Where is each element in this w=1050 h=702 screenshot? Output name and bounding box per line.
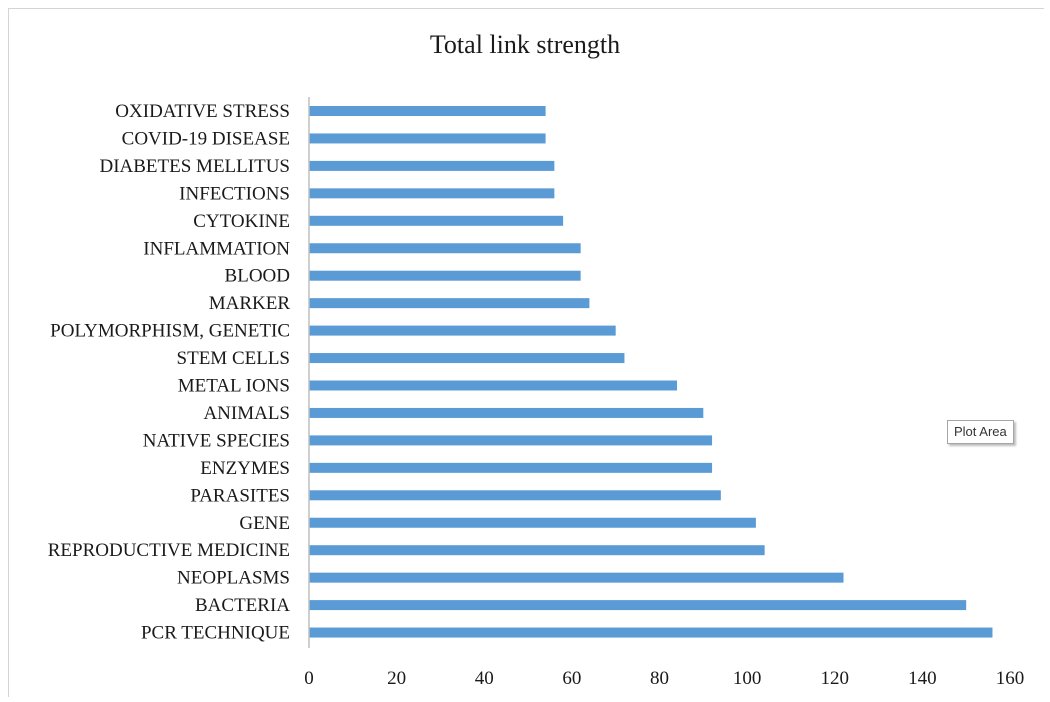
x-tick-label: 80 — [650, 668, 669, 689]
bar-marker[interactable] — [309, 298, 590, 309]
x-tick-label: 100 — [733, 668, 762, 689]
x-tick-label: 0 — [304, 668, 314, 689]
category-label: INFLAMMATION — [143, 238, 290, 259]
bar-diabetes-mellitus[interactable] — [309, 160, 555, 171]
plot-area-tooltip: Plot Area — [947, 420, 1014, 444]
bar-enzymes[interactable] — [309, 462, 713, 473]
bar-animals[interactable] — [309, 407, 704, 418]
bar-gene[interactable] — [309, 517, 756, 528]
category-label: OXIDATIVE STRESS — [115, 101, 290, 122]
category-label: NATIVE SPECIES — [143, 430, 290, 451]
bar-pcr-technique[interactable] — [309, 627, 993, 638]
category-label: DIABETES MELLITUS — [99, 156, 290, 177]
x-tick-label: 40 — [475, 668, 494, 689]
category-label: GENE — [239, 513, 290, 534]
x-axis-ticks: 0 20 40 60 80 100 120 140 160 — [304, 668, 1024, 689]
x-tick-label: 20 — [387, 668, 406, 689]
category-label: PARASITES — [190, 485, 290, 506]
category-label: BLOOD — [225, 266, 290, 287]
category-label: COVID-19 DISEASE — [122, 128, 290, 149]
bar-reproductive-medicine[interactable] — [309, 545, 765, 556]
bar-neoplasms[interactable] — [309, 572, 844, 583]
bar-parasites[interactable] — [309, 490, 721, 501]
chart-frame — [8, 8, 1044, 697]
bar-polymorphism-genetic[interactable] — [309, 325, 616, 336]
category-label: PCR TECHNIQUE — [141, 623, 290, 644]
category-label: ANIMALS — [203, 403, 290, 424]
bar-blood[interactable] — [309, 270, 581, 281]
x-tick-label: 120 — [821, 668, 850, 689]
bar-infections[interactable] — [309, 188, 555, 199]
category-label: INFECTIONS — [179, 183, 290, 204]
x-tick-label: 140 — [908, 668, 937, 689]
x-tick-label: 60 — [562, 668, 581, 689]
category-label: POLYMORPHISM, GENETIC — [50, 321, 290, 342]
bar-covid-19-disease[interactable] — [309, 133, 546, 144]
chart-title: Total link strength — [429, 30, 621, 59]
bar-metal-ions[interactable] — [309, 380, 678, 391]
bar-native-species[interactable] — [309, 435, 713, 446]
bar-cytokine[interactable] — [309, 215, 564, 226]
category-label: NEOPLASMS — [177, 568, 290, 589]
category-label: CYTOKINE — [193, 211, 290, 232]
bar-stem-cells[interactable] — [309, 353, 625, 364]
category-label: STEM CELLS — [177, 348, 290, 369]
category-label: METAL IONS — [178, 376, 290, 397]
bar-bacteria[interactable] — [309, 600, 967, 611]
category-label: REPRODUCTIVE MEDICINE — [48, 540, 290, 561]
category-labels: OXIDATIVE STRESS COVID-19 DISEASE DIABETES… — [48, 101, 291, 644]
bars-layer — [309, 106, 993, 638]
category-label: ENZYMES — [200, 458, 290, 479]
bar-inflammation[interactable] — [309, 243, 581, 254]
x-tick-label: 160 — [996, 668, 1025, 689]
bar-oxidative-stress[interactable] — [309, 106, 546, 116]
category-label: MARKER — [209, 293, 291, 314]
category-label: BACTERIA — [195, 595, 290, 616]
